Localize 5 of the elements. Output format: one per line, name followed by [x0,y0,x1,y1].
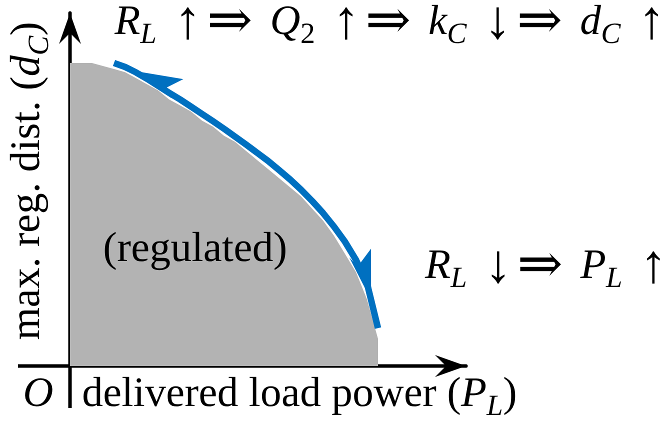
annotation: R$_{L}$ ↓⇒ P$_{L}$ ↑ [425,233,668,294]
annotation: (regulated) [103,225,288,271]
x-axis-title: delivered load power (P$_{L}$) [82,370,518,422]
text: O [23,370,54,416]
text: R$_{L}$ ↑⇒ Q$_{2}$ ↑⇒ k$_{C}$ ↓⇒ d$_{C}$ ↑ [114,0,666,50]
